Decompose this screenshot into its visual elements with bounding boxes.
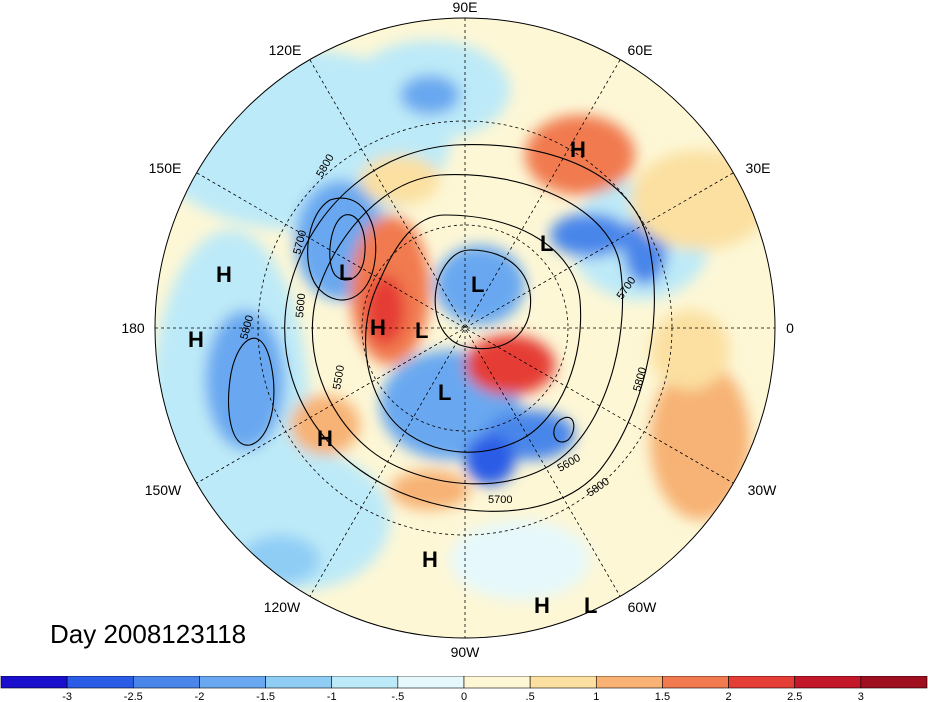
pressure-centers: H L L L H H H L L H H H L	[188, 137, 597, 618]
low-pressure-marker: L	[540, 231, 553, 256]
colorbar-tick-label: 1	[593, 691, 599, 702]
colorbar-box	[397, 676, 465, 689]
low-pressure-marker: L	[438, 380, 451, 405]
graticule	[155, 18, 775, 638]
colorbar-tick-label: -1	[327, 691, 337, 702]
colorbar-box	[265, 676, 333, 689]
lon-label-60w: 60W	[628, 599, 658, 615]
high-pressure-marker: H	[570, 137, 586, 162]
polar-map: 90E 120E 60E 150E 30E 180 0 150W 30W 120…	[121, 0, 794, 660]
colorbar-box	[132, 676, 200, 689]
colorbar-tick-label: 2	[726, 691, 732, 702]
lon-label-150e: 150E	[149, 160, 182, 176]
low-pressure-marker: L	[339, 260, 352, 285]
high-pressure-marker: H	[188, 327, 204, 352]
longitude-labels: 90E 120E 60E 150E 30E 180 0 150W 30W 120…	[121, 0, 794, 660]
high-pressure-marker: H	[370, 315, 386, 340]
colorbar-boxes	[0, 676, 928, 689]
height-contours	[228, 144, 655, 512]
colorbar-box	[860, 676, 928, 689]
colorbar-tick-label: -2.5	[124, 691, 143, 702]
colorbar-ticks: -3 -2.5 -2 -1.5 -1 -.5 0 .5 1 1.5 2 2.5 3	[62, 691, 864, 702]
colorbar-box	[595, 676, 663, 689]
colorbar-box	[529, 676, 597, 689]
colorbar-tick-label: 1.5	[655, 691, 670, 702]
lon-label-30e: 30E	[746, 160, 771, 176]
colorbar-tick-label: -1.5	[256, 691, 275, 702]
low-pressure-marker: L	[584, 593, 597, 618]
colorbar-tick-label: -.5	[391, 691, 404, 702]
lon-label-0: 0	[786, 320, 794, 336]
colorbar-tick-label: -2	[195, 691, 205, 702]
lon-label-90w: 90W	[451, 644, 481, 660]
contour-label: 5500	[331, 364, 347, 390]
map-boundary	[154, 17, 776, 639]
contour-label: 5700	[488, 494, 512, 506]
colorbar-box	[331, 676, 399, 689]
map-title: Day 2008123118	[50, 619, 247, 649]
contour-label: 5600	[294, 293, 308, 318]
colorbar-tick-label: 2.5	[787, 691, 802, 702]
low-pressure-marker: L	[471, 272, 484, 297]
colorbar-box	[728, 676, 796, 689]
lon-label-30w: 30W	[748, 482, 778, 498]
colorbar-tick-label: -3	[62, 691, 72, 702]
lon-label-120e: 120E	[269, 42, 302, 58]
lon-label-90e: 90E	[453, 0, 478, 15]
high-pressure-marker: H	[534, 593, 550, 618]
high-pressure-marker: H	[317, 426, 333, 451]
lon-label-150w: 150W	[145, 482, 182, 498]
high-pressure-marker: H	[422, 547, 438, 572]
colorbar: -3 -2.5 -2 -1.5 -1 -.5 0 .5 1 1.5 2 2.5 3	[0, 676, 928, 702]
low-pressure-marker: L	[415, 318, 428, 343]
colorbar-box	[0, 676, 68, 689]
lon-label-120w: 120W	[264, 599, 301, 615]
colorbar-box	[662, 676, 729, 689]
colorbar-box	[794, 676, 862, 689]
colorbar-box	[199, 676, 266, 689]
colorbar-tick-label: .5	[526, 691, 535, 702]
colorbar-box	[66, 676, 134, 689]
lon-label-60e: 60E	[628, 42, 653, 58]
high-pressure-marker: H	[216, 262, 232, 287]
colorbar-tick-label: 0	[461, 691, 467, 702]
colorbar-box	[463, 676, 531, 689]
lon-label-180: 180	[121, 320, 145, 336]
colorbar-tick-label: 3	[858, 691, 864, 702]
